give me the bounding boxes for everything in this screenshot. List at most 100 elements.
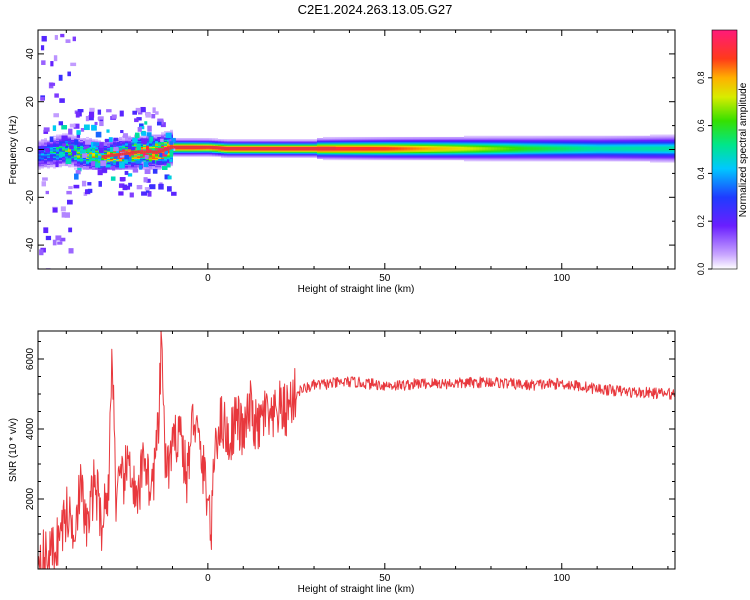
heatmap-cell <box>578 157 581 159</box>
heatmap-cell <box>653 159 656 162</box>
heatmap-cell <box>488 158 491 161</box>
heatmap-cell <box>242 156 245 158</box>
heatmap-cell <box>425 148 428 151</box>
heatmap-cell <box>191 148 194 151</box>
heatmap-cell <box>527 153 530 156</box>
heatmap-cell <box>602 157 605 159</box>
heatmap-cell <box>656 147 659 150</box>
heatmap-cell <box>404 150 407 152</box>
heatmap-cell <box>146 168 149 170</box>
heatmap-cell <box>512 157 515 159</box>
heatmap-cell <box>380 140 383 143</box>
heatmap-cell <box>560 135 563 138</box>
heatmap-cell <box>347 153 350 156</box>
heatmap-cell <box>404 148 407 151</box>
heatmap-cell <box>587 135 590 138</box>
heatmap-cell <box>95 140 98 143</box>
heatmap-cell <box>581 158 584 161</box>
heatmap-cell <box>164 145 167 148</box>
ridge-core-cell <box>283 146 286 150</box>
heatmap-cell <box>311 139 314 142</box>
heatmap-cell <box>671 157 674 159</box>
heatmap-cell <box>392 138 395 140</box>
heatmap-cell <box>353 140 356 143</box>
heatmap-cell <box>53 150 56 152</box>
heatmap-cell <box>575 139 578 142</box>
heatmap-cell <box>74 157 77 159</box>
heatmap-cell <box>620 135 623 138</box>
heatmap-cell <box>602 158 605 161</box>
heatmap-cell <box>431 139 434 142</box>
heatmap-cell <box>83 168 86 170</box>
heatmap-cell <box>137 165 140 168</box>
heatmap-cell <box>65 152 68 155</box>
heatmap-cell <box>281 152 284 155</box>
heatmap-cell <box>482 147 485 150</box>
heatmap-cell <box>617 153 620 156</box>
heatmap-cell <box>80 162 83 164</box>
heatmap-cell <box>71 142 74 145</box>
heatmap-cell <box>86 152 89 155</box>
heatmap-cell <box>80 138 83 140</box>
heatmap-cell <box>356 158 359 161</box>
heatmap-cell <box>512 154 515 157</box>
heatmap-cell <box>491 144 494 146</box>
heatmap-cell <box>143 144 146 146</box>
heatmap-cell <box>332 136 335 139</box>
heatmap-cell <box>401 139 404 142</box>
ridge-core-cell <box>223 146 226 150</box>
heatmap-cell <box>317 139 320 142</box>
heatmap-cell <box>125 164 128 167</box>
heatmap-cell <box>515 146 518 149</box>
heatmap-cell <box>572 136 575 139</box>
heatmap-cell <box>410 153 413 156</box>
heatmap-cell <box>431 136 434 139</box>
heatmap-cell <box>362 150 365 152</box>
heatmap-cell <box>254 150 257 152</box>
heatmap-cell <box>356 141 359 144</box>
heatmap-cell <box>221 139 224 142</box>
heatmap-cell <box>281 144 284 146</box>
heatmap-cell <box>539 150 542 152</box>
heatmap-cell <box>377 148 380 151</box>
heatmap-cell <box>488 136 491 139</box>
heatmap-cell <box>467 148 470 151</box>
heatmap-cell <box>554 144 557 146</box>
heatmap-cell <box>488 138 491 140</box>
heatmap-noise-cell <box>137 126 142 132</box>
heatmap-cell <box>56 140 59 143</box>
heatmap-cell <box>155 141 158 144</box>
heatmap-cell <box>665 152 668 155</box>
heatmap-cell <box>467 154 470 157</box>
heatmap-cell <box>503 157 506 159</box>
heatmap-cell <box>503 138 506 140</box>
heatmap-cell <box>146 142 149 145</box>
heatmap-cell <box>545 153 548 156</box>
heatmap-cell <box>413 147 416 150</box>
heatmap-cell <box>110 162 113 164</box>
ridge-core-cell <box>139 150 142 154</box>
heatmap-cell <box>41 141 44 144</box>
heatmap-cell <box>404 158 407 161</box>
heatmap-cell <box>353 152 356 155</box>
heatmap-cell <box>206 154 209 157</box>
heatmap-cell <box>146 159 149 162</box>
heatmap-cell <box>605 153 608 156</box>
heatmap-cell <box>614 139 617 142</box>
heatmap-cell <box>275 152 278 155</box>
heatmap-cell <box>80 140 83 143</box>
heatmap-cell <box>632 146 635 149</box>
heatmap-cell <box>272 141 275 144</box>
heatmap-cell <box>266 145 269 148</box>
heatmap-cell <box>161 162 164 164</box>
heatmap-cell <box>611 140 614 143</box>
heatmap-cell <box>473 158 476 161</box>
heatmap-cell <box>311 145 314 148</box>
heatmap-cell <box>122 160 125 163</box>
heatmap-cell <box>608 153 611 156</box>
heatmap-cell <box>434 156 437 158</box>
heatmap-cell <box>479 147 482 150</box>
heatmap-cell <box>113 141 116 144</box>
heatmap-cell <box>563 148 566 151</box>
heatmap-cell <box>659 151 662 153</box>
